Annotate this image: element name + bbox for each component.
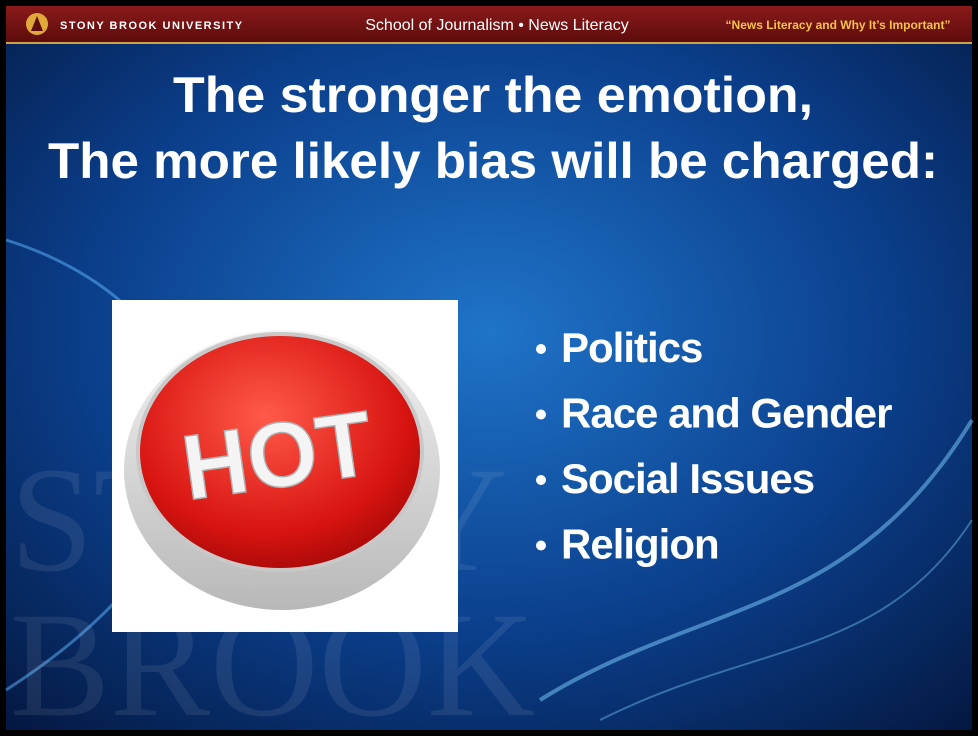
university-name: STONY BROOK UNIVERSITY [60,20,244,32]
bullet-list: Politics Race and Gender Social Issues Reli… [536,324,893,568]
bullet-text: Religion [561,521,719,568]
bullet-text: Politics [561,324,702,371]
bullet-dot [536,409,546,420]
bullet-dot [536,344,546,354]
header-rule [6,42,972,44]
header-bar [6,6,972,42]
title-line: The more likely bias will be charged: [48,133,938,189]
bullet-text: Race and Gender [561,390,892,437]
title-line: The stronger the emotion, [173,67,813,123]
bullet-text: Social Issues [561,455,814,502]
swirl [599,519,973,721]
logo-mark [31,16,43,31]
header-right: “News Literacy and Why It’s Important” [726,18,951,32]
header-center: School of Journalism • News Literacy [365,17,628,34]
swirl [538,418,974,702]
button [136,332,424,572]
bullet-dot [536,540,546,551]
bullet-dot [536,475,546,485]
